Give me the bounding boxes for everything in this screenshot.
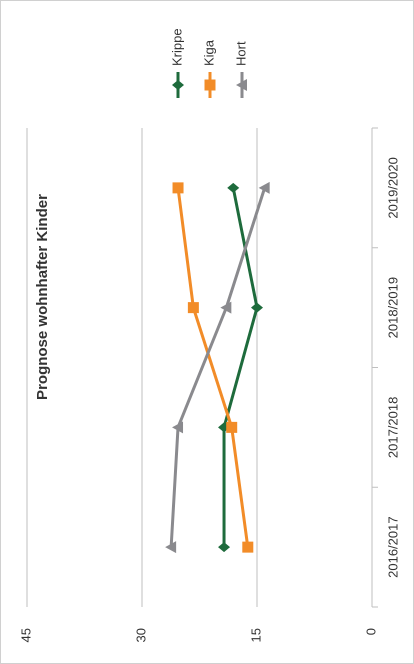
rotated-chart: Prognose wohnhafter Kinder 0 15 30 45 2016/2…: [18, 28, 400, 642]
legend-label: Kiga: [201, 39, 216, 66]
y-tick-label: 30: [133, 628, 148, 642]
x-tick-label: 2018/2019: [385, 277, 400, 338]
y-tick-label: 15: [248, 628, 263, 642]
marker: [172, 182, 184, 194]
line: [169, 187, 267, 548]
x-tick-label: 2016/2017: [385, 516, 400, 577]
marker: [242, 541, 254, 553]
marker: [218, 542, 231, 553]
marker: [251, 302, 263, 313]
marker: [258, 181, 270, 194]
line: [176, 187, 250, 548]
legend-label: Hort: [233, 41, 248, 66]
marker: [187, 302, 199, 314]
legend-marker: [236, 79, 247, 91]
legend-marker: [172, 80, 184, 90]
legend-marker: [204, 79, 216, 91]
chart-title: Prognose wohnhafter Kinder: [34, 194, 51, 400]
y-tick-label: 45: [18, 628, 33, 642]
x-tick-label: 2017/2018: [385, 397, 400, 458]
marker: [165, 541, 177, 554]
legend-label: Krippe: [169, 28, 184, 66]
y-tick-label: 0: [363, 628, 378, 635]
marker: [227, 182, 240, 193]
marker: [172, 421, 184, 434]
marker: [226, 421, 238, 433]
x-tick-label: 2019/2020: [385, 157, 400, 218]
marker: [220, 301, 232, 314]
